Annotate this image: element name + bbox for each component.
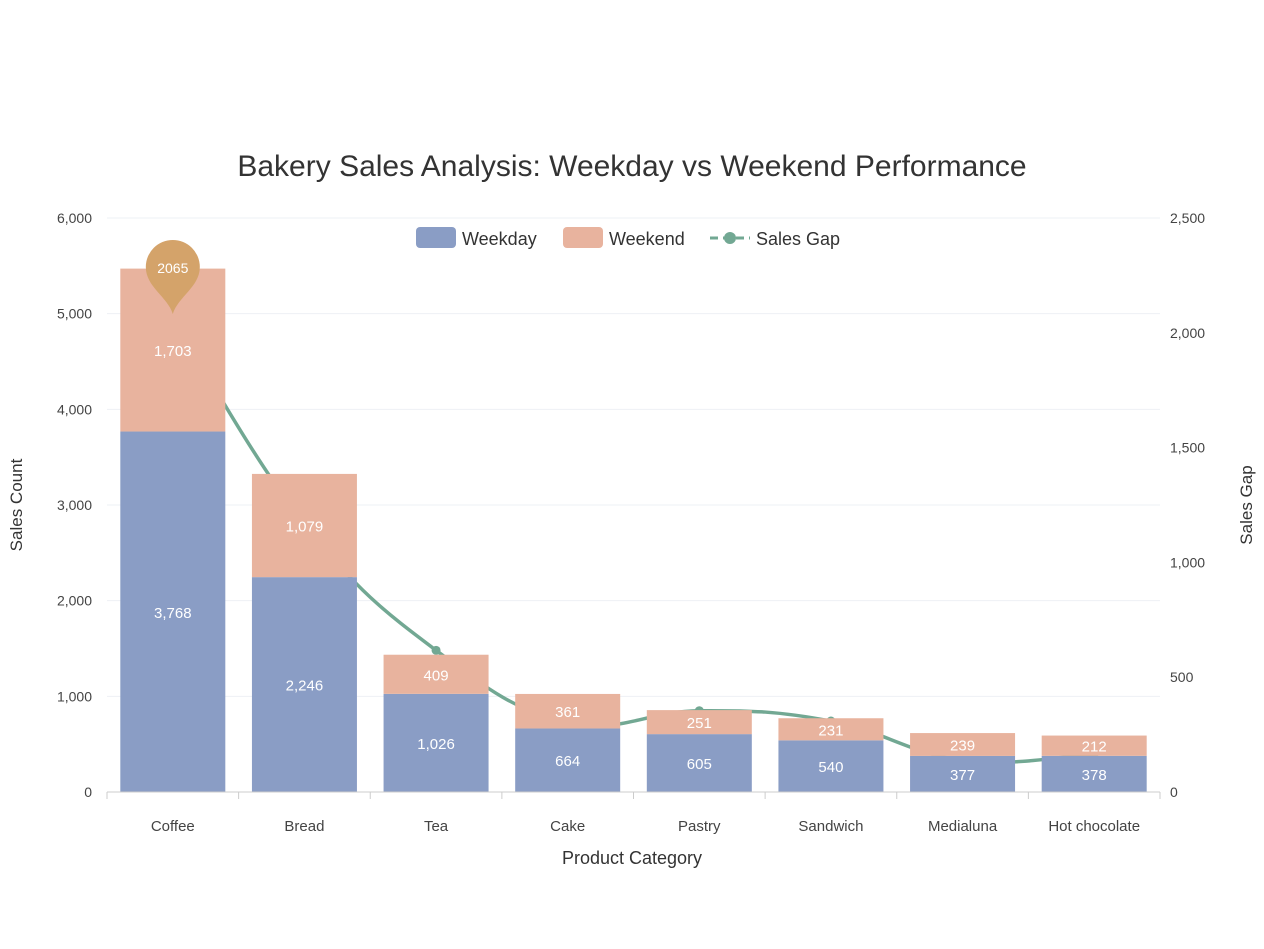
bar-weekend — [646, 710, 752, 735]
bar-weekend — [910, 733, 1016, 756]
y2-tick-label: 1,000 — [1170, 554, 1205, 570]
y-tick-label: 2,000 — [57, 593, 92, 609]
x-tick-label: Hot chocolate — [1048, 818, 1140, 835]
bar-weekend — [778, 718, 884, 741]
data-label-weekday: 605 — [687, 756, 712, 773]
y-axis-title: Sales Count — [7, 458, 26, 551]
y-tick-label: 6,000 — [57, 210, 92, 226]
y2-tick-label: 1,500 — [1170, 440, 1205, 456]
y2-tick-label: 2,500 — [1170, 210, 1205, 226]
x-axis-title: Product Category — [562, 848, 702, 868]
chart-title: Bakery Sales Analysis: Weekday vs Weeken… — [237, 150, 1026, 183]
legend-label[interactable]: Sales Gap — [756, 229, 840, 249]
y2-tick-label: 500 — [1170, 669, 1194, 685]
legend-marker — [724, 232, 736, 244]
x-tick-label: Sandwich — [798, 818, 863, 835]
bar-weekday — [778, 740, 884, 792]
x-tick-label: Bread — [284, 818, 324, 835]
data-label-weekend: 1,703 — [154, 343, 192, 360]
data-label-weekday: 2,246 — [286, 678, 324, 695]
data-label-weekday: 3,768 — [154, 605, 192, 622]
y-tick-label: 1,000 — [57, 688, 92, 704]
x-tick-label: Tea — [424, 818, 449, 835]
data-label-weekday: 377 — [950, 767, 975, 784]
data-label-weekday: 1,026 — [417, 736, 455, 753]
legend-swatch — [416, 227, 456, 248]
y-tick-label: 4,000 — [57, 401, 92, 417]
x-tick-label: Medialuna — [928, 818, 998, 835]
annotation-label: 2065 — [157, 260, 188, 276]
data-label-weekday: 540 — [818, 759, 843, 776]
bar-weekday — [383, 693, 489, 792]
annotation-pin — [145, 240, 200, 314]
bar-weekday — [515, 728, 621, 792]
legend-swatch — [563, 227, 603, 248]
y2-axis-title: Sales Gap — [1237, 465, 1256, 544]
data-label-weekend: 1,079 — [286, 519, 324, 536]
sales-gap-point — [431, 645, 441, 655]
data-label-weekend: 212 — [1082, 739, 1107, 756]
bar-weekend — [1041, 735, 1147, 756]
bar-weekend — [383, 654, 489, 694]
data-label-weekend: 231 — [818, 722, 843, 739]
data-label-weekday: 664 — [555, 753, 580, 770]
data-label-weekend: 409 — [424, 667, 449, 684]
y2-tick-label: 2,000 — [1170, 325, 1205, 341]
data-label-weekend: 251 — [687, 715, 712, 732]
bar-weekday — [646, 734, 752, 792]
bar-weekday — [1041, 755, 1147, 792]
y-tick-label: 3,000 — [57, 497, 92, 513]
y-tick-label: 0 — [84, 784, 92, 800]
bar-weekday — [910, 755, 1016, 792]
bar-weekend — [251, 473, 357, 578]
bar-weekday — [120, 431, 226, 792]
data-label-weekend: 239 — [950, 738, 975, 755]
bar-weekend — [515, 693, 621, 729]
data-label-weekend: 361 — [555, 704, 580, 721]
x-tick-label: Pastry — [678, 818, 721, 835]
x-tick-label: Coffee — [151, 818, 195, 835]
legend-label[interactable]: Weekend — [609, 229, 685, 249]
data-label-weekday: 378 — [1082, 767, 1107, 784]
bar-weekday — [251, 577, 357, 792]
legend-label[interactable]: Weekday — [462, 229, 537, 249]
x-tick-label: Cake — [550, 818, 585, 835]
y2-tick-label: 0 — [1170, 784, 1178, 800]
y-tick-label: 5,000 — [57, 306, 92, 322]
